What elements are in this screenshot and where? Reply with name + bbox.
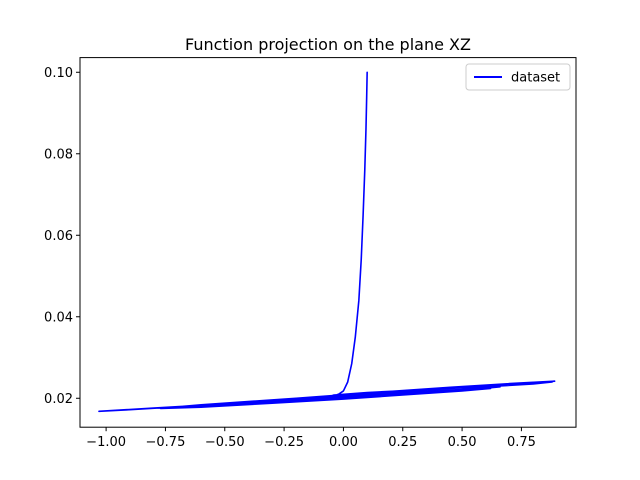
series-line-dataset [98,71,556,413]
x-tick-label: −1.00 [86,435,126,450]
series-layer [98,71,556,413]
x-axis: −1.00 −0.75 −0.50 −0.25 0.00 0.25 0.50 0.75 [86,427,536,450]
x-tick-label: −0.25 [264,435,304,450]
x-tick-label: −0.75 [146,435,186,450]
y-axis: 0.02 0.04 0.06 0.08 0.10 [44,66,80,407]
legend-label-dataset: dataset [511,71,560,86]
x-tick-label: −0.50 [205,435,245,450]
y-tick-label: 0.10 [44,66,73,81]
x-tick-label: 0.00 [329,435,358,450]
y-tick-label: 0.04 [44,310,73,325]
chart-title: Function projection on the plane XZ [185,35,471,54]
x-tick-label: 0.50 [448,435,477,450]
y-tick-label: 0.06 [44,229,73,244]
plot-area-frame [79,57,577,428]
x-tick-label: 0.25 [388,435,417,450]
y-tick-label: 0.02 [44,392,73,407]
y-tick-label: 0.08 [44,147,73,162]
legend-box [465,63,571,91]
x-tick-label: 0.75 [507,435,536,450]
legend: dataset [465,63,571,91]
